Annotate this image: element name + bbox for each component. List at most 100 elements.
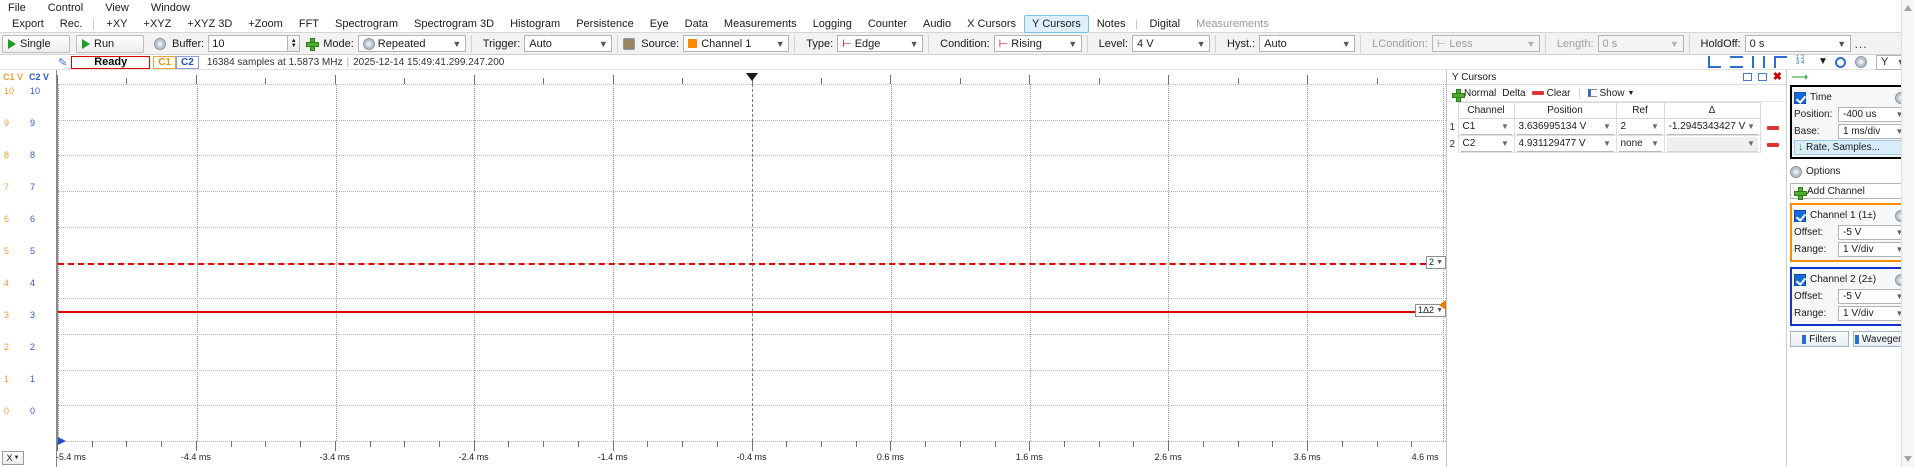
- chevron-down-icon[interactable]: ▼: [1818, 56, 1828, 67]
- cursor-1-badge[interactable]: 1Δ2 ▼: [1415, 303, 1446, 317]
- expand-arrow-icon[interactable]: ⟶: [1791, 70, 1809, 84]
- tab-export[interactable]: Export: [12, 18, 44, 30]
- align-left-icon[interactable]: [1774, 56, 1787, 68]
- menu-item-window[interactable]: Window: [150, 2, 190, 14]
- row2-ref-select[interactable]: none ▼: [1618, 136, 1662, 152]
- table-row[interactable]: 1 C1 ▼ 3.636995134 V ▼ 2 ▼ -1.2945343427 V ▼: [1447, 118, 1786, 136]
- rate-samples-button[interactable]: ↓ Rate, Samples...: [1794, 140, 1907, 155]
- tab-data[interactable]: Data: [684, 18, 708, 30]
- tab-persistence[interactable]: Persistence: [576, 18, 634, 30]
- clear-cursors-button[interactable]: Clear: [1531, 88, 1571, 99]
- x-axis-mode-button[interactable]: X ▼: [2, 451, 24, 465]
- scroll-up-icon[interactable]: [1904, 5, 1912, 11]
- channel1-indicator[interactable]: C1: [153, 55, 177, 69]
- table-row[interactable]: 2 C2 ▼ 4.931129477 V ▼ none ▼ ▼: [1447, 135, 1786, 153]
- restore-icon[interactable]: [1742, 73, 1752, 81]
- channel1-offset-select[interactable]: -5 V ▼: [1838, 225, 1907, 240]
- tab-digital[interactable]: Digital: [1149, 18, 1181, 30]
- cell-position[interactable]: 4.931129477 V ▼: [1513, 135, 1617, 153]
- hysteresis-select[interactable]: Auto ▼: [1259, 35, 1356, 52]
- wavegens-button[interactable]: Wavegens: [1852, 331, 1911, 347]
- menu-item-view[interactable]: View: [105, 2, 129, 14]
- row2-channel-select[interactable]: C2 ▼: [1460, 136, 1512, 152]
- channel1-level-marker[interactable]: [1439, 299, 1446, 310]
- single-button[interactable]: Single: [2, 34, 70, 53]
- settings-panel-scrollbar[interactable]: [1901, 0, 1914, 467]
- add-normal-cursor-button[interactable]: Normal: [1452, 88, 1496, 102]
- row2-color-swatch[interactable]: [1760, 136, 1786, 153]
- channel1-enable-checkbox[interactable]: [1794, 209, 1806, 222]
- options-row[interactable]: Options: [1790, 163, 1911, 180]
- plot-settings-gear-icon[interactable]: [1855, 56, 1867, 68]
- tab-xyz-3d[interactable]: +XYZ 3D: [187, 18, 233, 30]
- source-select[interactable]: Channel 1 ▼: [683, 35, 790, 52]
- row1-color-swatch[interactable]: [1760, 119, 1786, 136]
- mode-select[interactable]: Repeated ▼: [357, 35, 466, 52]
- tab-spectrogram[interactable]: Spectrogram: [335, 18, 398, 30]
- show-menu-button[interactable]: Show ▼: [1587, 88, 1634, 99]
- tab-notes[interactable]: Notes: [1096, 18, 1126, 30]
- close-icon[interactable]: ✖: [1772, 70, 1782, 83]
- tab-counter[interactable]: Counter: [867, 18, 907, 30]
- filters-button[interactable]: Filters: [1790, 331, 1849, 347]
- cell-channel[interactable]: C2 ▼: [1457, 135, 1515, 153]
- time-base-select[interactable]: 1 ms/div ▼: [1838, 124, 1907, 139]
- tab-rec[interactable]: Rec.: [59, 18, 83, 30]
- cell-position[interactable]: 3.636995134 V ▼: [1513, 118, 1617, 136]
- tab-zoom[interactable]: +Zoom: [248, 18, 283, 30]
- cell-channel[interactable]: C1 ▼: [1457, 118, 1515, 136]
- menu-item-file[interactable]: File: [8, 2, 26, 14]
- tab-histogram[interactable]: Histogram: [510, 18, 561, 30]
- magnifier-icon[interactable]: [1835, 56, 1846, 68]
- level-select[interactable]: 4 V ▼: [1132, 35, 1211, 52]
- channel2-offset-select[interactable]: -5 V ▼: [1838, 289, 1907, 304]
- add-icon[interactable]: [306, 38, 320, 51]
- maximize-icon[interactable]: [1757, 73, 1767, 81]
- tab-y-cursors[interactable]: Y Cursors: [1024, 15, 1089, 33]
- channel2-range-select[interactable]: 1 V/div ▼: [1838, 306, 1907, 321]
- tab-measurements-secondary[interactable]: Measurements: [1196, 18, 1269, 30]
- cell-ref[interactable]: 2 ▼: [1615, 118, 1665, 136]
- row1-delta-select[interactable]: -1.2945343427 V ▼: [1666, 119, 1758, 135]
- condition-select[interactable]: ⊢ Rising ▼: [993, 35, 1082, 52]
- tab-audio[interactable]: Audio: [922, 18, 952, 30]
- cell-ref[interactable]: none ▼: [1615, 135, 1665, 153]
- row1-position-select[interactable]: 3.636995134 V ▼: [1516, 119, 1614, 135]
- plot-canvas[interactable]: 2 ▼ 1Δ2 ▼: [57, 84, 1446, 445]
- length-select[interactable]: 0 s ▼: [1597, 35, 1684, 52]
- channel2-enable-checkbox[interactable]: [1794, 273, 1806, 286]
- time-position-select[interactable]: -400 us ▼: [1838, 107, 1907, 122]
- cursor-line-1[interactable]: [58, 310, 1446, 313]
- holdoff-select[interactable]: 0 s ▼: [1744, 35, 1851, 52]
- add-channel-button[interactable]: Add Channel ▼: [1790, 183, 1911, 200]
- trigger-position-marker[interactable]: [745, 73, 758, 81]
- tab-measurements[interactable]: Measurements: [723, 18, 797, 30]
- tab-xyz[interactable]: +XYZ: [143, 18, 172, 30]
- menu-item-control[interactable]: Control: [47, 2, 84, 14]
- tab-eye[interactable]: Eye: [649, 18, 669, 30]
- row1-channel-select[interactable]: C1 ▼: [1460, 119, 1512, 135]
- toolbar-overflow-button[interactable]: ...: [1854, 36, 1868, 51]
- buffer-input[interactable]: 10: [208, 35, 289, 52]
- cell-delta[interactable]: -1.2945343427 V ▼: [1663, 118, 1761, 136]
- lcondition-select[interactable]: ⊢ Less ▼: [1431, 35, 1540, 52]
- measure-horizontal-icon[interactable]: [1730, 56, 1743, 68]
- row2-position-select[interactable]: 4.931129477 V ▼: [1516, 136, 1614, 152]
- zoom-fit-icon[interactable]: [1708, 56, 1721, 68]
- tab-xy[interactable]: +XY: [106, 18, 128, 30]
- tab-logging[interactable]: Logging: [812, 18, 852, 30]
- measure-vertical-icon[interactable]: [1752, 56, 1765, 68]
- type-select[interactable]: ⊢ Edge ▼: [837, 35, 924, 52]
- trigger-select[interactable]: Auto ▼: [524, 35, 613, 52]
- row1-ref-select[interactable]: 2 ▼: [1618, 119, 1662, 135]
- channel1-range-select[interactable]: 1 V/div ▼: [1838, 242, 1907, 257]
- scroll-down-icon[interactable]: [1904, 456, 1912, 462]
- tab-spectrogram-3d[interactable]: Spectrogram 3D: [414, 18, 495, 30]
- channel2-indicator[interactable]: C2: [176, 55, 199, 69]
- run-button[interactable]: Run: [76, 34, 144, 53]
- buffer-settings-gear-icon[interactable]: [154, 37, 166, 50]
- cursor-2-badge[interactable]: 2 ▼: [1426, 255, 1446, 269]
- tab-fft[interactable]: FFT: [298, 18, 320, 30]
- cursor-line-2[interactable]: [58, 262, 1446, 265]
